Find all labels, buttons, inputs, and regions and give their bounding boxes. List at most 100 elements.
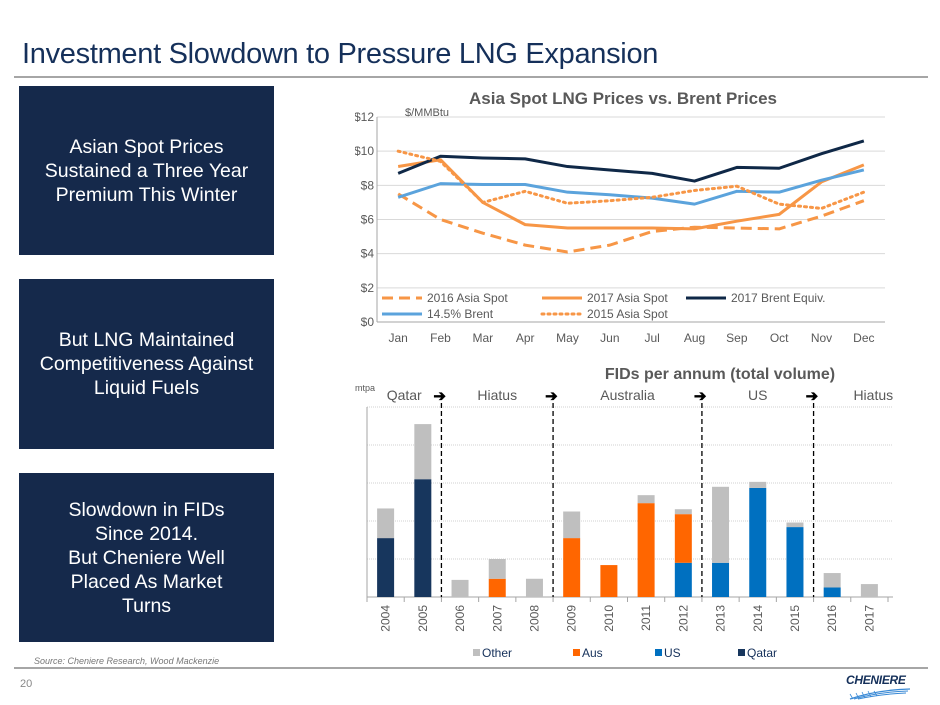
bar-segment-other-2017 — [860, 584, 878, 597]
era-arrow-icon: ➔ — [433, 388, 446, 405]
series-line-2016-asia-spot — [397, 192, 865, 254]
legend-swatch — [573, 649, 580, 656]
era-arrow-icon: ➔ — [694, 388, 707, 405]
era-label: Hiatus — [853, 387, 893, 403]
x-tick-label: 2017 — [862, 605, 876, 632]
legend-label: 2016 Asia Spot — [427, 291, 508, 305]
footer-divider — [14, 667, 928, 669]
legend-swatch — [655, 649, 662, 656]
era-arrow-icon: ➔ — [545, 388, 558, 405]
x-tick-label: 2004 — [379, 605, 393, 632]
bar-segment-other-2007 — [488, 559, 506, 579]
x-tick-label: Jul — [644, 331, 659, 345]
bar-segment-us-2014 — [749, 487, 767, 597]
chart-title: FIDs per annum (total volume) — [605, 366, 835, 383]
x-tick-label: Sep — [726, 331, 748, 345]
bar-segment-other-2012 — [674, 509, 692, 515]
bar-segment-qatar-2005 — [414, 479, 432, 597]
x-tick-label: 2005 — [416, 605, 430, 632]
bar-segment-other-2006 — [451, 579, 469, 597]
title-divider — [14, 76, 928, 78]
bar-segment-us-2015 — [786, 527, 804, 597]
callout-box-competitiveness: But LNG Maintained Competitiveness Again… — [19, 279, 274, 449]
y-tick-label: $8 — [361, 178, 375, 192]
x-tick-label: Jun — [600, 331, 619, 345]
x-tick-label: 2006 — [453, 605, 467, 632]
y-tick-label: $12 — [355, 110, 374, 124]
x-tick-label: Mar — [472, 331, 493, 345]
legend-label: 2017 Asia Spot — [587, 291, 668, 305]
x-tick-label: Aug — [684, 331, 705, 345]
y-tick-label: $6 — [361, 213, 375, 227]
era-label: Hiatus — [477, 387, 517, 403]
bar-segment-aus-2007 — [488, 578, 506, 597]
bar-segment-us-2016 — [823, 587, 841, 597]
x-tick-label: 2015 — [788, 605, 802, 632]
y-tick-label: $4 — [361, 247, 375, 261]
series-line-2017-asia-spot — [397, 158, 865, 231]
legend-label: 14.5% Brent — [427, 307, 494, 321]
x-tick-label: Dec — [853, 331, 874, 345]
legend-label: 2017 Brent Equiv. — [731, 291, 826, 305]
callout-text: Slowdown in FIDs Since 2014. But Chenier… — [68, 498, 225, 617]
bar-segment-other-2016 — [823, 573, 841, 588]
legend-label: Qatar — [747, 646, 777, 660]
page-number: 20 — [20, 678, 33, 690]
callout-text: Asian Spot Prices Sustained a Three Year… — [44, 135, 249, 206]
bar-segment-other-2005 — [414, 424, 432, 480]
bar-segment-other-2008 — [525, 578, 543, 597]
era-label: US — [748, 387, 767, 403]
era-arrow-icon: ➔ — [806, 388, 819, 405]
bar-chart-fids: FIDs per annum (total volume)mtpamtpa010… — [355, 366, 893, 660]
x-tick-label: 2009 — [565, 605, 579, 632]
y-tick-label: $10 — [355, 144, 374, 158]
x-tick-label: 2014 — [751, 605, 765, 632]
x-tick-label: 2010 — [602, 605, 616, 632]
y-tick-label: $2 — [361, 281, 375, 295]
callout-box-fid-slowdown: Slowdown in FIDs Since 2014. But Chenier… — [19, 473, 274, 642]
bar-segment-aus-2011 — [637, 503, 655, 597]
bar-segment-other-2004 — [377, 508, 395, 539]
x-tick-label: Jan — [388, 331, 407, 345]
callout-box-asian-spot: Asian Spot Prices Sustained a Three Year… — [19, 86, 274, 255]
bar-segment-us-2013 — [712, 562, 730, 597]
legend-label: 2015 Asia Spot — [587, 307, 668, 321]
bar-segment-aus-2009 — [563, 538, 581, 597]
legend-swatch — [738, 649, 745, 656]
legend-label: US — [664, 646, 681, 660]
x-tick-label: May — [556, 331, 579, 345]
bar-segment-other-2011 — [637, 495, 655, 504]
series-line-14-5-brent — [397, 168, 865, 206]
x-tick-label: 2016 — [825, 605, 839, 632]
bar-segment-other-2015 — [786, 522, 804, 528]
x-tick-label: 2012 — [676, 605, 690, 632]
x-tick-label: Oct — [770, 331, 789, 345]
bar-segment-aus-2012 — [674, 514, 692, 563]
legend-label: Other — [482, 646, 512, 660]
x-tick-label: 2008 — [527, 605, 541, 632]
y-axis-label: $/MMBtu — [405, 107, 449, 119]
series-line-2015-asia-spot — [396, 149, 866, 210]
x-tick-label: Feb — [430, 331, 451, 345]
legend-label: Aus — [582, 646, 603, 660]
x-tick-label: 2007 — [490, 605, 504, 632]
source-note: Source: Cheniere Research, Wood Mackenzi… — [34, 656, 220, 666]
era-label: Qatar — [387, 387, 422, 403]
y-axis-label-mtpa: mtpa — [355, 383, 375, 393]
x-tick-label: Nov — [811, 331, 832, 345]
series-line-2017-brent-equiv- — [397, 139, 865, 183]
callout-text: But LNG Maintained Competitiveness Again… — [39, 329, 254, 399]
slide-title: Investment Slowdown to Pressure LNG Expa… — [22, 38, 659, 70]
line-chart-lng-vs-brent: Asia Spot LNG Prices vs. Brent Prices $/M… — [355, 89, 885, 345]
legend-swatch — [473, 649, 480, 656]
y-tick-label: $0 — [361, 315, 375, 329]
bar-segment-other-2009 — [563, 511, 581, 539]
logo-swoosh-icon — [849, 688, 911, 700]
logo-text: CHENIERE — [846, 673, 906, 687]
x-tick-label: 2011 — [639, 605, 653, 631]
bar-segment-other-2013 — [712, 486, 730, 563]
chart-title: Asia Spot LNG Prices vs. Brent Prices — [469, 89, 777, 108]
x-tick-label: 2013 — [714, 605, 728, 632]
bar-segment-qatar-2004 — [377, 538, 395, 597]
bar-segment-us-2012 — [674, 562, 692, 597]
